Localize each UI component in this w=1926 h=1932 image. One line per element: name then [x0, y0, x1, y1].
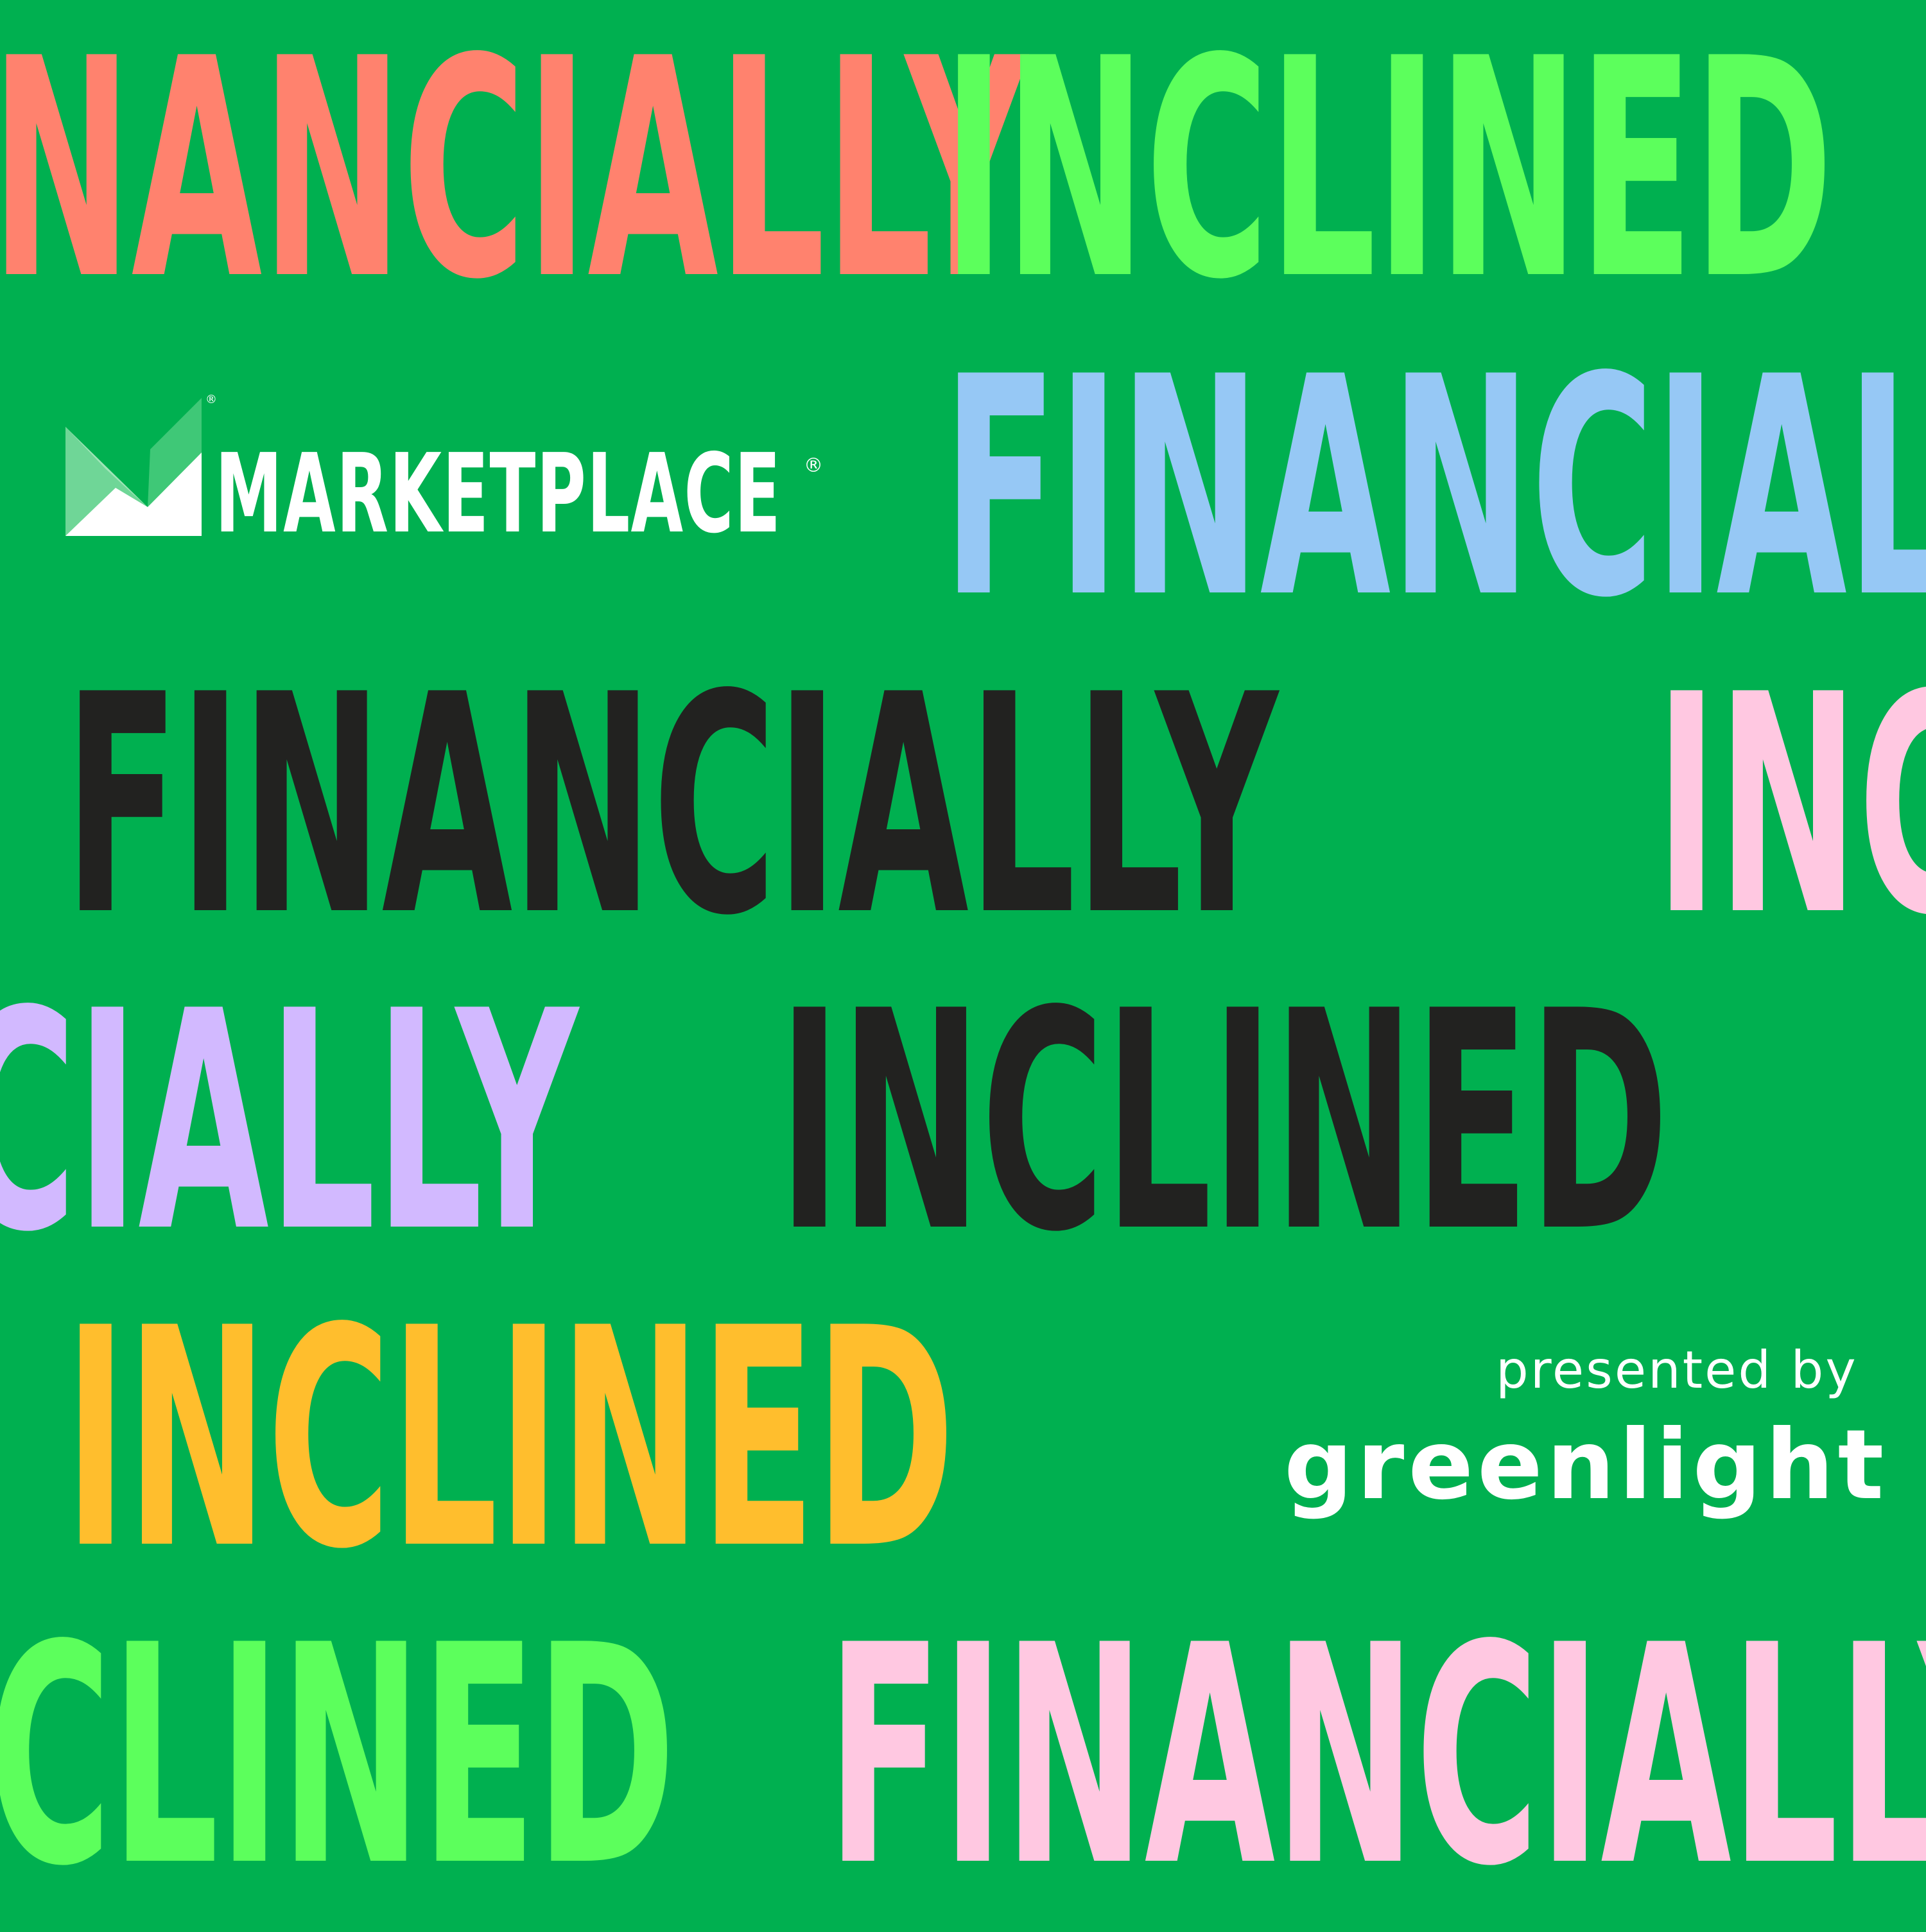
- registered-mark-small: ®: [205, 393, 217, 406]
- word-inclined-4: INCLINED: [778, 947, 1669, 1298]
- word-inclined-6: INCLINED: [0, 1581, 676, 1932]
- greenlight-logo: greenlight: [1284, 1410, 1888, 1521]
- registered-mark: ®: [804, 454, 823, 477]
- word-financially-1: FINANCIALLY: [0, 0, 1028, 345]
- word-financially-2: FINANCIALLY: [942, 313, 1926, 664]
- marketplace-logo: MARKETPLACE ® ®: [65, 393, 823, 549]
- word-financially-6: FINANCIALLY: [827, 1581, 1926, 1932]
- marketplace-chevron-icon: [65, 398, 202, 536]
- word-financially-4: FINANCIALLY: [0, 947, 578, 1298]
- presented-by-label: presented by: [1496, 1340, 1858, 1400]
- word-inclined-3: INCLINED: [1655, 630, 1926, 981]
- marketplace-wordmark: MARKETPLACE: [215, 431, 782, 558]
- word-inclined-1: INCLINED: [942, 0, 1834, 345]
- word-inclined-5: INCLINED: [64, 1264, 955, 1615]
- word-financially-3: FINANCIALLY: [64, 630, 1278, 981]
